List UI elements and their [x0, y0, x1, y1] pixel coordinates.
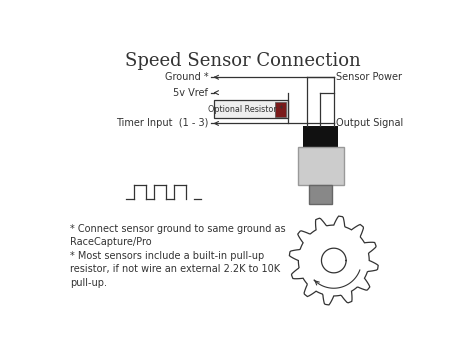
Bar [275, 102, 286, 116]
Bar [309, 185, 332, 204]
Text: Timer Input  (1 - 3): Timer Input (1 - 3) [116, 119, 208, 129]
FancyBboxPatch shape [214, 100, 288, 118]
Text: Output Signal: Output Signal [336, 119, 403, 129]
Text: Sensor Power: Sensor Power [336, 72, 402, 82]
Polygon shape [290, 216, 378, 305]
Text: Optional Resistor *: Optional Resistor * [208, 105, 283, 114]
Text: Speed Sensor Connection: Speed Sensor Connection [125, 52, 361, 70]
Bar [303, 126, 337, 147]
Text: 5v Vref: 5v Vref [173, 88, 208, 98]
Bar [298, 147, 344, 185]
Text: * Connect sensor ground to same ground as
RaceCapture/Pro
* Most sensors include: * Connect sensor ground to same ground a… [70, 224, 285, 288]
Text: Ground *: Ground * [164, 72, 208, 82]
